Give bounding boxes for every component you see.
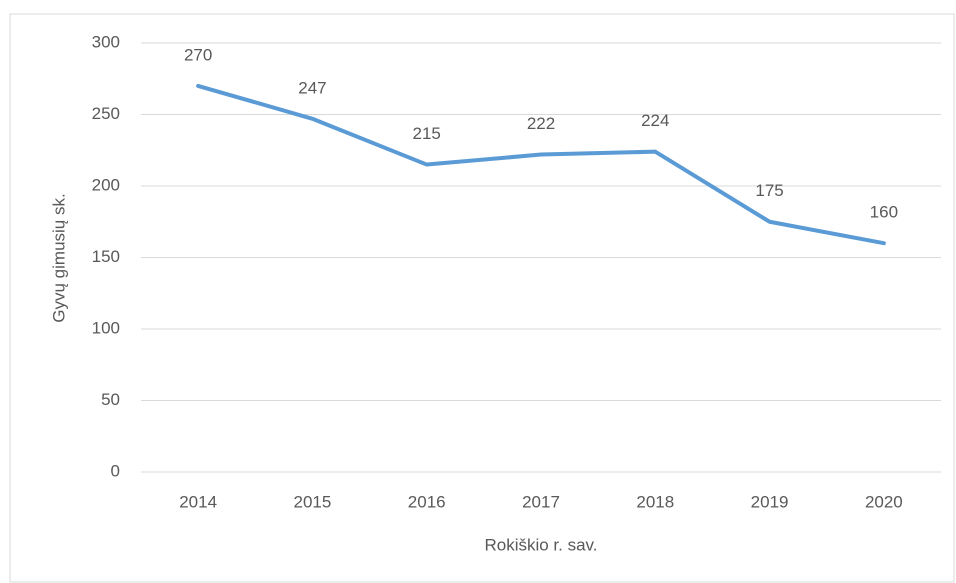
- data-label: 160: [870, 203, 898, 222]
- x-tick-label: 2020: [865, 492, 903, 511]
- data-label: 247: [298, 78, 326, 97]
- y-tick-label: 200: [92, 175, 120, 194]
- y-tick-label: 300: [92, 32, 120, 51]
- x-tick-label: 2014: [179, 492, 217, 511]
- x-tick-label: 2018: [636, 492, 674, 511]
- x-tick-label: 2019: [751, 492, 789, 511]
- data-line: [196, 83, 886, 246]
- data-label: 224: [641, 111, 669, 130]
- y-tick-label: 100: [92, 318, 120, 337]
- y-tick-label: 50: [101, 390, 120, 409]
- data-label: 222: [527, 114, 555, 133]
- chart-border: [9, 13, 955, 583]
- x-tick-label: 2017: [522, 492, 560, 511]
- y-tick-label: 250: [92, 104, 120, 123]
- y-tick-label: 0: [111, 461, 120, 480]
- data-label: 270: [184, 45, 212, 64]
- x-axis-title: Rokiškio r. sav.: [484, 535, 597, 554]
- x-tick-label: 2015: [294, 492, 332, 511]
- data-label: 175: [755, 181, 783, 200]
- y-axis-title: Gyvų gimusių sk.: [49, 193, 68, 322]
- x-tick-label: 2016: [408, 492, 446, 511]
- data-label: 215: [413, 124, 441, 143]
- y-tick-label: 150: [92, 247, 120, 266]
